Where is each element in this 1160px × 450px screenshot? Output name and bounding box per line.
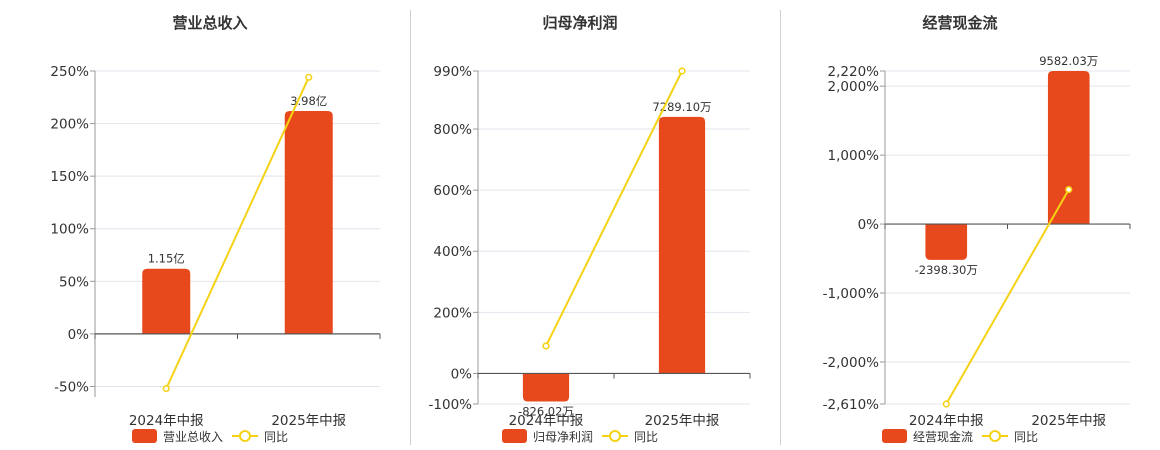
legend-bar-swatch bbox=[502, 429, 527, 443]
y-tick-label: 50% bbox=[59, 274, 89, 290]
chart-title: 归母净利润 bbox=[542, 14, 617, 32]
y-tick-label: -50% bbox=[54, 379, 89, 395]
y-tick-label: 200% bbox=[433, 305, 472, 321]
x-category-label: 2024年中报 bbox=[509, 413, 584, 429]
bar-value-label: -826.02万 bbox=[518, 405, 574, 419]
y-tick-label: 0% bbox=[451, 366, 473, 382]
legend-line-label: 同比 bbox=[1014, 430, 1038, 444]
yoy-point[interactable] bbox=[942, 400, 950, 408]
panel-divider bbox=[780, 10, 781, 445]
chart-title: 经营现金流 bbox=[922, 14, 997, 32]
y-tick-label: 0% bbox=[858, 217, 880, 233]
bar-value-label: -2398.30万 bbox=[915, 263, 978, 277]
bar-value-label: 1.15亿 bbox=[148, 252, 185, 266]
legend-line-label: 同比 bbox=[264, 430, 288, 444]
bar-value-label: 9582.03万 bbox=[1039, 54, 1098, 68]
x-category-label: 2024年中报 bbox=[129, 413, 204, 429]
x-category-label: 2025年中报 bbox=[645, 413, 720, 429]
y-tick-label: -1,000% bbox=[823, 286, 880, 302]
bar-value-label: 7289.10万 bbox=[652, 100, 711, 114]
yoy-line bbox=[165, 76, 310, 390]
legend-line-label: 同比 bbox=[634, 430, 658, 444]
chart-panel-cash-flow: 经营现金流 2,220% 2,000% 1,000% 0% -1,000% -2,000% -… bbox=[780, 0, 1160, 450]
bar[interactable] bbox=[284, 110, 333, 334]
legend-line-marker bbox=[609, 430, 621, 442]
net-profit-chart: 归母净利润 990% 800% 600% 400% 200% 0% -100% -826.02万… bbox=[429, 14, 751, 444]
bar[interactable] bbox=[522, 373, 570, 402]
y-tick-label: 600% bbox=[433, 183, 472, 199]
revenue-chart: 营业总收入250%200%150%100%50%0%-50%1.15亿3.98亿… bbox=[50, 14, 381, 444]
y-tick-label: 990% bbox=[433, 64, 472, 80]
chart-panel-net-profit: 归母净利润 990% 800% 600% 400% 200% 0% -100% -826.02万… bbox=[400, 0, 780, 450]
y-tick-label: 250% bbox=[50, 64, 89, 80]
y-tick-label: 2,220% bbox=[828, 64, 880, 80]
x-category-label: 2024年中报 bbox=[909, 413, 984, 429]
legend-bar-swatch bbox=[882, 429, 907, 443]
panel-divider bbox=[410, 10, 411, 445]
y-tick-label: 2,000% bbox=[828, 79, 880, 95]
yoy-point[interactable] bbox=[678, 67, 686, 75]
y-tick-label: -2,000% bbox=[823, 355, 880, 371]
yoy-point[interactable] bbox=[542, 342, 550, 350]
y-tick-label: -100% bbox=[429, 397, 473, 413]
y-tick-label: 200% bbox=[50, 117, 89, 133]
yoy-line bbox=[945, 189, 1070, 405]
y-tick-label: 400% bbox=[433, 244, 472, 260]
y-tick-label: 100% bbox=[50, 222, 89, 238]
y-tick-label: 1,000% bbox=[828, 148, 880, 164]
legend-bar-label: 归母净利润 bbox=[533, 430, 593, 444]
legend-line-marker bbox=[239, 430, 251, 442]
legend-line-marker bbox=[989, 430, 1001, 442]
yoy-point[interactable] bbox=[1065, 185, 1073, 194]
bar[interactable] bbox=[658, 116, 706, 374]
y-tick-label: 0% bbox=[68, 327, 90, 343]
y-tick-label: 800% bbox=[433, 122, 472, 138]
chart-title: 营业总收入 bbox=[172, 14, 247, 32]
yoy-line bbox=[545, 70, 683, 347]
legend-bar-swatch bbox=[132, 429, 157, 443]
x-category-label: 2025年中报 bbox=[271, 413, 346, 429]
y-tick-label: -2,610% bbox=[823, 397, 880, 413]
legend-bar-label: 经营现金流 bbox=[913, 429, 973, 444]
y-tick-label: 150% bbox=[50, 169, 89, 185]
bar[interactable] bbox=[142, 268, 191, 334]
bar[interactable] bbox=[1047, 71, 1090, 225]
chart-panel-revenue: 营业总收入 250% 200% 150% 100% 50% 0% -50% 1.15亿 3.98亿… bbox=[0, 0, 400, 450]
x-category-label: 2025年中报 bbox=[1031, 413, 1106, 429]
cash-flow-chart: 经营现金流 2,220%2,000% 1,000% 0% -1,000% -2,000% -… bbox=[823, 14, 1131, 444]
legend-bar-label: 营业总收入 bbox=[163, 430, 223, 444]
bar[interactable] bbox=[925, 224, 968, 260]
yoy-point[interactable] bbox=[162, 384, 170, 393]
yoy-point[interactable] bbox=[305, 73, 313, 81]
